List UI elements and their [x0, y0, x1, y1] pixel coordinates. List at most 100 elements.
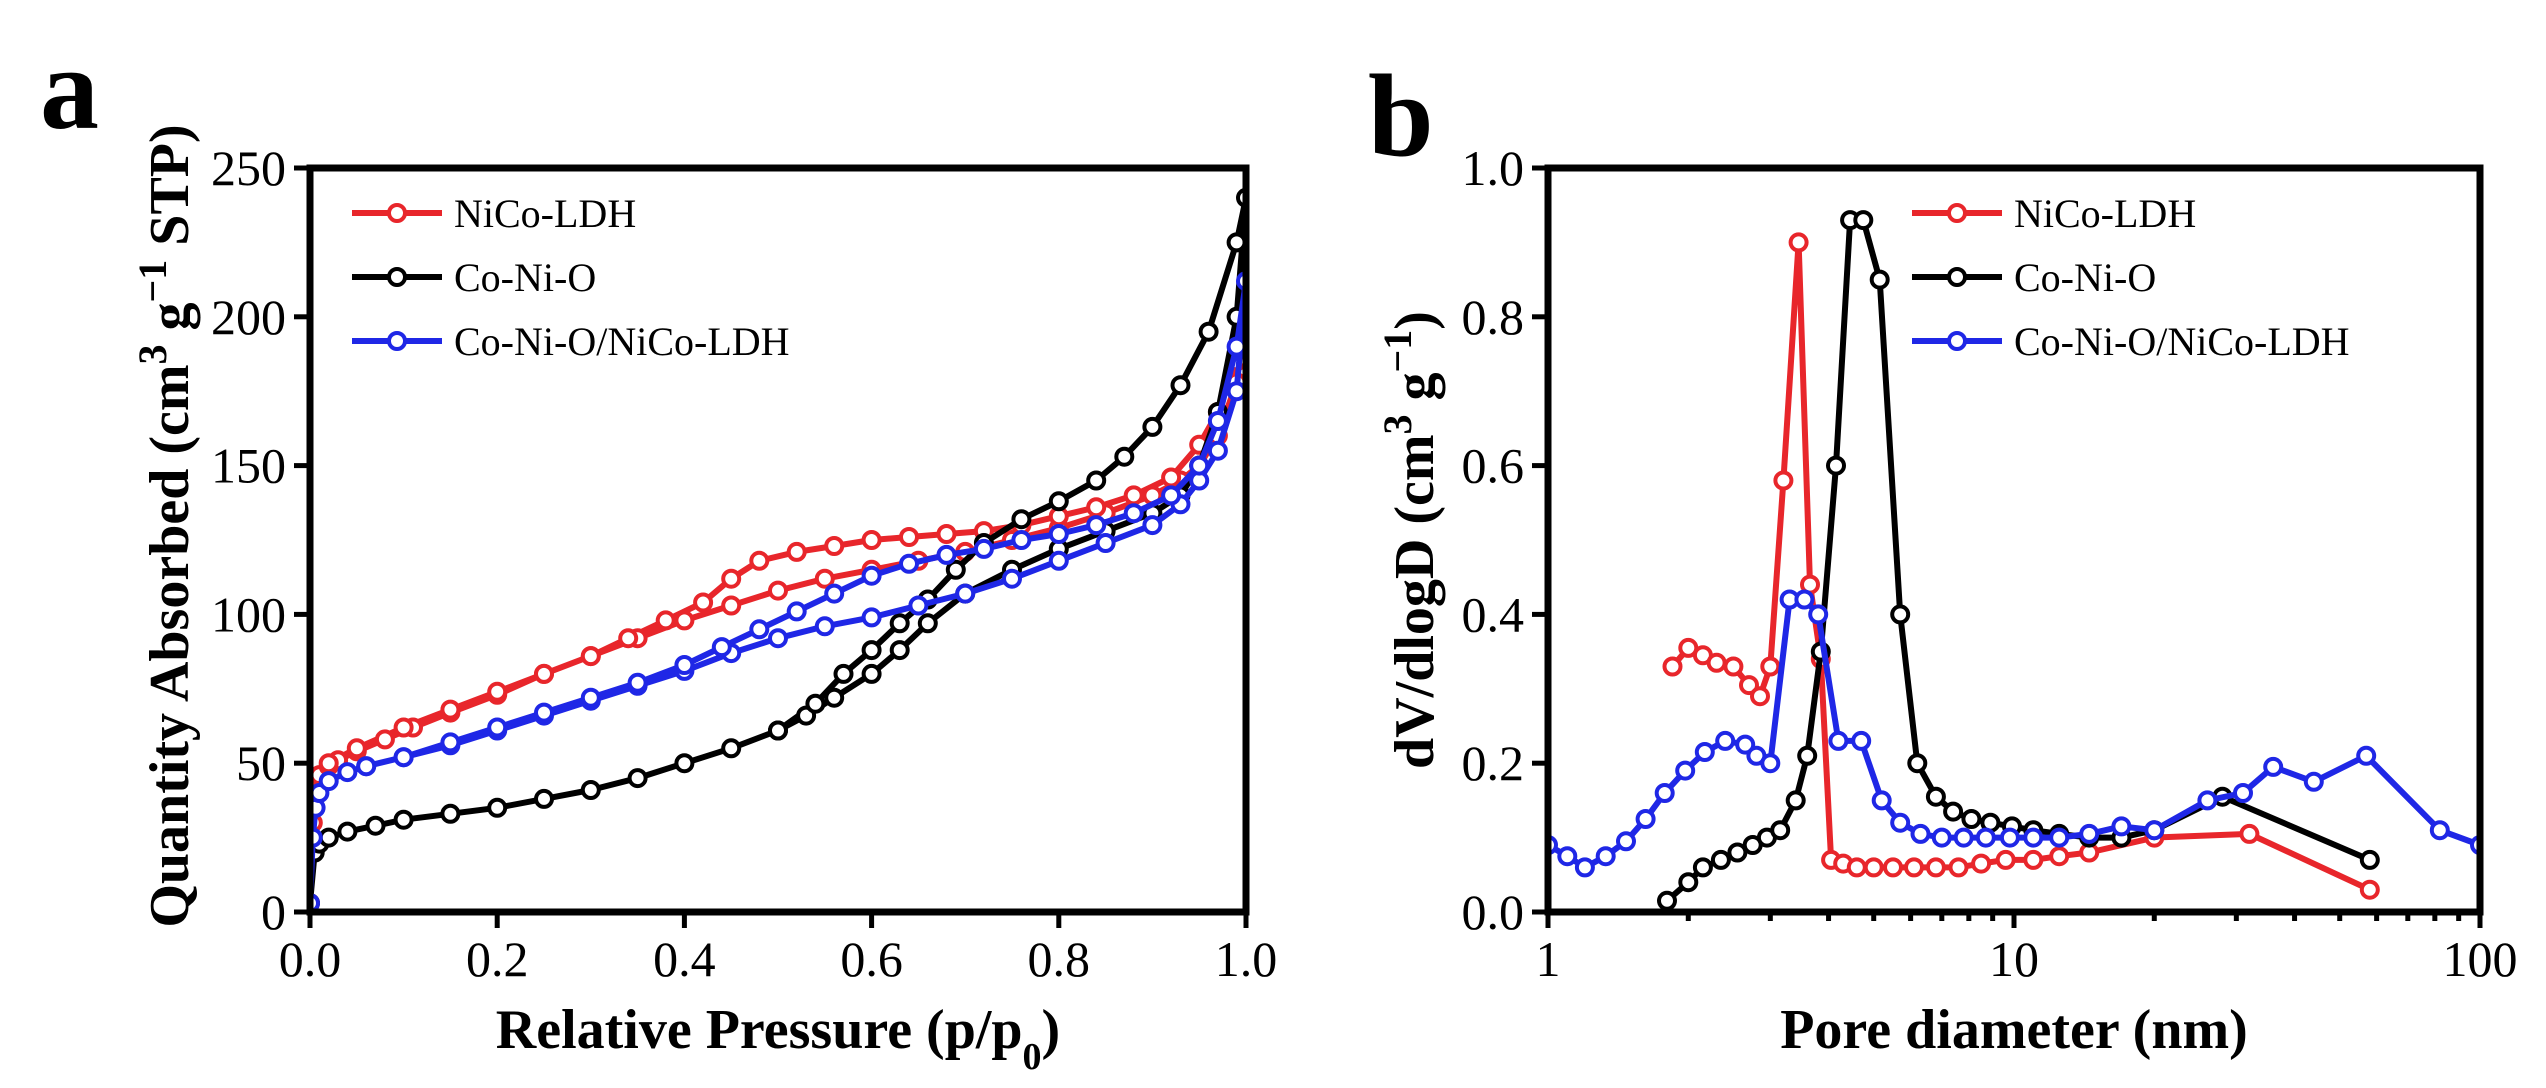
- panel-b-data-point-co-ni-o: [1678, 872, 1699, 893]
- panel-b-data-point-co-ni-o: [1710, 849, 1731, 870]
- panel-a-data-point-nico-ldh: [440, 699, 461, 720]
- panel-a-x-tick-label: 0.0: [279, 931, 342, 987]
- panel-b-data-point-co-ni-o-nico-ldh: [2023, 827, 2044, 848]
- panel-a-data-point-co-ni-o-nico-ldh: [674, 655, 695, 675]
- panel-b-x-tick-label: 10: [1989, 931, 2039, 987]
- panel-a-x-tick-label: 0.2: [466, 931, 529, 987]
- panel-a-data-point-co-ni-o-nico-ldh: [580, 687, 601, 708]
- panel-b-data-point-co-ni-o: [1692, 857, 1713, 878]
- panel-b-data-point-co-ni-o-nico-ldh: [1557, 846, 1578, 867]
- panel-b-data-point-nico-ldh: [1723, 656, 1744, 677]
- panel-b-data-point-co-ni-o-nico-ldh: [1735, 734, 1756, 755]
- panel-b-data-point-nico-ldh: [1662, 656, 1683, 677]
- panel-a-data-point-co-ni-o-nico-ldh: [1011, 530, 1032, 550]
- panel-b-data-point-co-ni-o-nico-ldh: [2233, 783, 2253, 803]
- panel-a-y-tick-label: 150: [211, 438, 286, 494]
- panel-a-data-point-co-ni-o-nico-ldh: [487, 717, 508, 738]
- panel-a-data-point-co-ni-o-nico-ldh: [534, 702, 554, 723]
- panel-a-data-point-nico-ldh: [786, 541, 807, 562]
- panel-a-data-point-co-ni-o-nico-ldh: [1207, 411, 1228, 431]
- panel-a-data-point-co-ni-o-nico-ldh: [1002, 568, 1022, 589]
- panel-a-data-point-co-ni-o: [889, 640, 910, 661]
- panel-a-data-point-co-ni-o: [534, 788, 554, 809]
- panel-b-data-point-co-ni-o-nico-ldh: [2429, 820, 2450, 841]
- panel-a-y-tick-label: 50: [236, 735, 286, 791]
- panel-b-data-point-nico-ldh: [2049, 846, 2070, 867]
- panel-a-data-point-co-ni-o: [365, 815, 386, 836]
- panel-a-y-axis-title: Quantity Absorbed (cm3 g−1 STP): [130, 124, 202, 927]
- panel-a-data-point-co-ni-o-nico-ldh: [861, 607, 882, 628]
- panel-a-data-point-co-ni-o: [627, 768, 648, 789]
- panel-a-data-point-nico-ldh: [534, 663, 554, 684]
- panel-b-data-point-co-ni-o: [1943, 801, 1964, 822]
- panel-b-data-point-co-ni-o-nico-ldh: [1931, 827, 1952, 848]
- panel-a-data-point-co-ni-o-nico-ldh: [1095, 533, 1116, 553]
- panel-a-data-point-co-ni-o-nico-ldh: [1226, 336, 1246, 357]
- panel-b-data-point-co-ni-o: [1657, 890, 1677, 911]
- panel-a-data-point-co-ni-o: [580, 780, 601, 800]
- panel-a-data-point-co-ni-o-nico-ldh: [1123, 503, 1144, 524]
- panel-b-y-tick-label: 0.8: [1462, 289, 1525, 345]
- panel-b-legend-swatch-marker: [1947, 203, 1967, 223]
- panel-b-legend-swatch-marker: [1947, 267, 1967, 287]
- panel-a-data-point-co-ni-o: [721, 738, 742, 759]
- panel-a-series-line-co-ni-o: [310, 194, 1246, 907]
- panel-a-x-tick-label: 1.0: [1215, 931, 1278, 987]
- panel-b-data-point-co-ni-o: [1785, 790, 1806, 811]
- panel-a-data-point-co-ni-o-nico-ldh: [908, 595, 929, 616]
- panel-b-data-point-co-ni-o-nico-ldh: [2144, 820, 2165, 841]
- panel-b-x-tick-label: 100: [2443, 931, 2518, 987]
- panel-a-data-point-nico-ldh: [580, 646, 601, 667]
- panel-b-data-point-co-ni-o-nico-ldh: [1694, 742, 1715, 762]
- panel-b-series-group: [1548, 210, 2480, 911]
- panel-b-data-point-co-ni-o-nico-ldh: [1715, 730, 1736, 751]
- panel-a-data-point-nico-ldh: [861, 530, 882, 550]
- panel-a-data-point-nico-ldh: [346, 738, 367, 759]
- panel-a-ticks: 0.0 0.2 0.4 0.6 0.8 1.0 0 50 100 150 200 250: [211, 140, 1277, 987]
- panel-a-frame: [306, 164, 1250, 916]
- panel-a-data-point-nico-ldh: [393, 717, 414, 738]
- panel-b-data-point-nico-ldh: [1904, 857, 1924, 878]
- panel-b-y-tick-label: 0.0: [1462, 884, 1525, 940]
- panel-a-x-tick-label: 0.8: [1028, 931, 1091, 987]
- panel-b-legend-label: Co-Ni-O/NiCo-LDH: [2014, 319, 2350, 364]
- panel-b-y-tick-label: 0.6: [1462, 438, 1525, 494]
- panel-a-x-axis-title: Relative Pressure (p/p0): [496, 999, 1060, 1078]
- panel-a-data-point-nico-ldh: [374, 729, 395, 750]
- panel-b-data-point-co-ni-o: [1727, 842, 1748, 863]
- panel-a-legend-label: NiCo-LDH: [454, 191, 636, 236]
- panel-a-data-point-co-ni-o: [805, 693, 826, 714]
- panel-b-y-tick-label: 0.4: [1462, 586, 1525, 642]
- panel-b-data-point-co-ni-o: [1770, 820, 1791, 841]
- panel-b-data-point-co-ni-o-nico-ldh: [2079, 823, 2100, 844]
- panel-a-data-point-co-ni-o-nico-ldh: [861, 565, 882, 586]
- panel-a-data-point-co-ni-o-nico-ldh: [1048, 550, 1069, 571]
- panel-b-data-point-co-ni-o: [2359, 849, 2380, 870]
- panel-a-data-point-nico-ldh: [936, 524, 957, 544]
- panel-a-data-point-co-ni-o: [487, 797, 508, 818]
- panel-b-data-point-co-ni-o-nico-ldh: [1871, 790, 1892, 811]
- panel-a-data-point-co-ni-o: [337, 821, 358, 842]
- panel-a-y-tick-label: 100: [211, 586, 286, 642]
- panel-b-data-point-nico-ldh: [1948, 857, 1969, 878]
- panel-b-data-point-co-ni-o: [1869, 269, 1890, 290]
- panel-a-data-point-co-ni-o-nico-ldh: [1207, 440, 1228, 461]
- panel-b-x-axis-title: Pore diameter (nm): [1780, 999, 2248, 1061]
- panel-b-data-point-co-ni-o-nico-ldh: [1953, 827, 1974, 848]
- panel-a-legend-swatch-marker: [387, 267, 407, 287]
- panel-a-data-point-co-ni-o: [1086, 470, 1107, 491]
- panel-a-data-point-co-ni-o-nico-ldh: [393, 747, 414, 768]
- panel-a-y-tick-label: 0: [261, 884, 286, 940]
- panel-b-data-point-co-ni-o-nico-ldh: [1595, 846, 1616, 867]
- panel-b-data-point-co-ni-o-nico-ldh: [1760, 753, 1781, 774]
- panel-a-data-point-co-ni-o: [1198, 321, 1219, 342]
- panel-b-data-point-co-ni-o: [1890, 604, 1911, 625]
- panel-a-data-point-co-ni-o: [318, 827, 339, 848]
- panel-b-data-point-co-ni-o: [1907, 753, 1928, 774]
- panel-a-data-point-co-ni-o: [440, 803, 461, 824]
- panel-a-data-point-co-ni-o-nico-ldh: [318, 771, 339, 792]
- panel-b-data-point-co-ni-o-nico-ldh: [2356, 745, 2377, 766]
- panel-b-data-point-co-ni-o-nico-ldh: [1794, 589, 1815, 610]
- panel-a-legend-swatch-marker: [387, 203, 407, 223]
